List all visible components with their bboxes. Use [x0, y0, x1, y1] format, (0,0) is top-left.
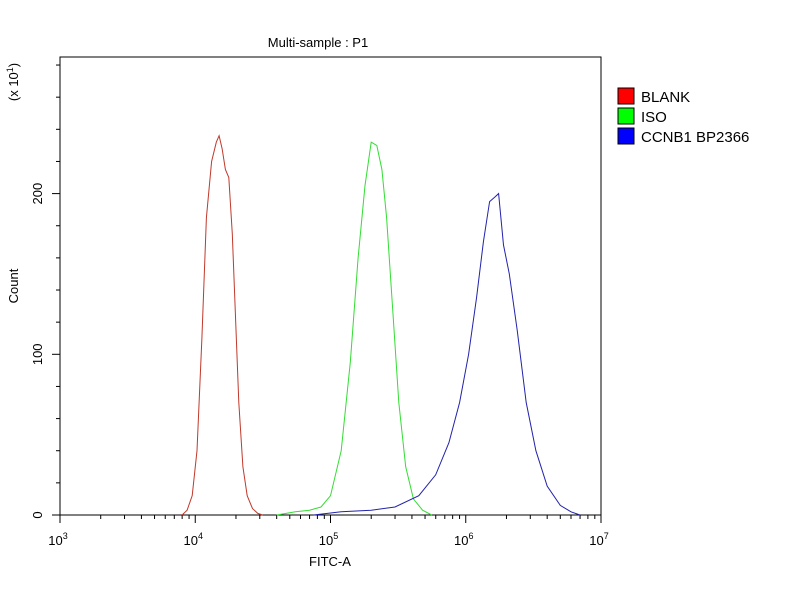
chart-title: Multi-sample : P1 — [268, 35, 368, 50]
legend-swatch — [617, 87, 635, 105]
y-axis-ticks: 0 100 200 — [30, 64, 60, 519]
y-tick-label: 100 — [30, 343, 45, 365]
x-tick-label: 107 — [589, 531, 608, 548]
y-multiplier-close: ) — [6, 63, 21, 67]
legend-swatch — [617, 107, 635, 125]
x-tick-base: 10 — [319, 533, 333, 548]
y-tick-label: 0 — [30, 511, 45, 518]
x-tick-exponent: 3 — [63, 531, 68, 541]
x-tick-exponent: 5 — [333, 531, 338, 541]
x-tick-exponent: 7 — [604, 531, 609, 541]
x-tick-label: 105 — [319, 531, 338, 548]
y-multiplier-exponent: 1 — [5, 67, 15, 72]
x-tick-exponent: 4 — [198, 531, 203, 541]
y-axis-title: Count — [6, 268, 21, 303]
x-tick-label: 104 — [184, 531, 203, 548]
legend-swatch — [617, 127, 635, 145]
legend-label: ISO — [641, 109, 667, 126]
x-tick-label: 103 — [48, 531, 67, 548]
x-tick-base: 10 — [48, 533, 62, 548]
series-line — [313, 192, 581, 516]
x-tick-exponent: 6 — [468, 531, 473, 541]
legend-label: CCNB1 BP2366 — [641, 129, 749, 146]
y-tick-label: 200 — [30, 183, 45, 205]
x-axis-ticks: 103 104 105 106 107 — [48, 515, 609, 548]
series-line — [276, 141, 432, 516]
legend-label: BLANK — [641, 89, 690, 106]
x-tick-base: 10 — [589, 533, 603, 548]
y-axis-multiplier: (x 101) — [5, 63, 21, 101]
x-axis-title: FITC-A — [309, 554, 351, 569]
x-tick-base: 10 — [184, 533, 198, 548]
series-lines — [181, 134, 581, 516]
y-multiplier-base: (x 10 — [6, 72, 21, 101]
legend: BLANK ISO CCNB1 BP2366 — [617, 87, 749, 146]
series-line — [181, 134, 263, 516]
x-tick-label: 106 — [454, 531, 473, 548]
x-tick-base: 10 — [454, 533, 468, 548]
